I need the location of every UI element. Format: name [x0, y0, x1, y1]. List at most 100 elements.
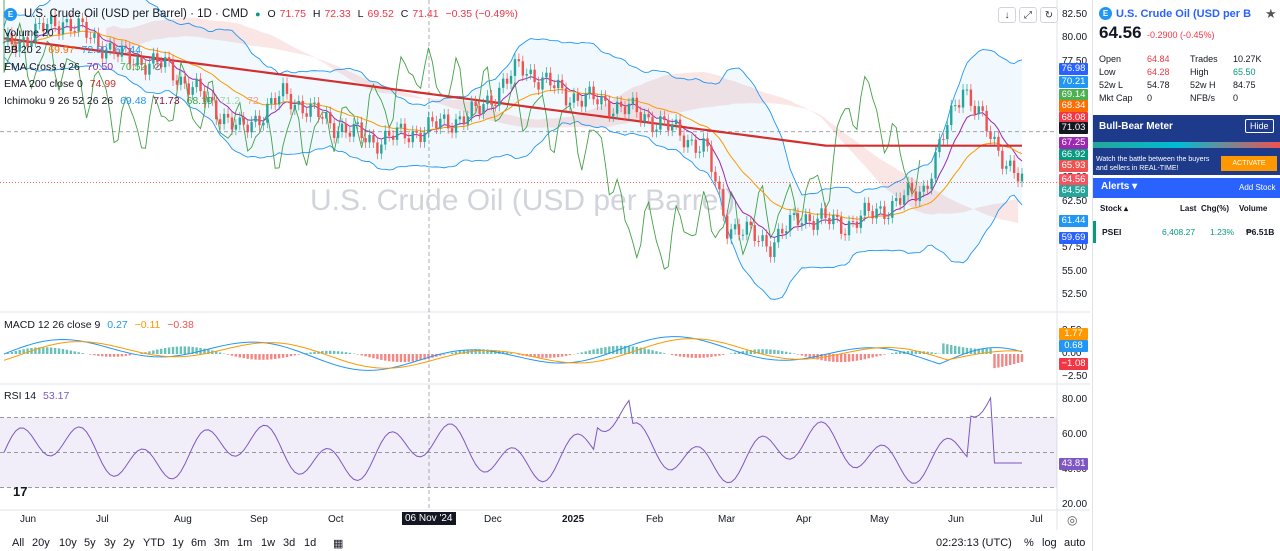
candle-body	[710, 146, 713, 172]
candle-body	[73, 31, 76, 33]
volume-legend[interactable]: Volume 20	[4, 27, 54, 39]
macd-histogram-bar	[596, 348, 599, 354]
macd-histogram-bar	[784, 351, 788, 354]
candle-body	[266, 103, 269, 123]
macd-histogram-bar	[482, 349, 485, 354]
timeframe-10y[interactable]: 10y	[59, 537, 77, 549]
settings-icon[interactable]: ⊘	[153, 61, 163, 73]
timeframe-1y[interactable]: 1y	[172, 537, 184, 549]
settings-gear-icon[interactable]: ◎	[1067, 513, 1078, 527]
timeframe-1m[interactable]: 1m	[237, 537, 253, 549]
col-volume[interactable]: Volume	[1239, 204, 1268, 213]
col-last[interactable]: Last	[1180, 204, 1197, 213]
candle-body	[211, 97, 214, 101]
price-chart[interactable]: U.S. Crude Oil (USD per Barrel)	[0, 0, 1090, 530]
rsi-axis-label: 60.00	[1062, 429, 1088, 440]
alerts-dropdown[interactable]: Alerts ▾	[1101, 181, 1138, 192]
macd-histogram-bar	[262, 354, 265, 360]
candle-body	[957, 105, 961, 108]
ichimoku-legend[interactable]: Ichimoku 9 26 52 26 26 69.48 71.73 68.19…	[4, 95, 259, 107]
timeframe-3m[interactable]: 3m	[214, 537, 230, 549]
hide-button[interactable]: Hide	[1245, 119, 1274, 133]
ema200-legend[interactable]: EMA 200 close 0 74.99	[4, 78, 116, 90]
bb-legend[interactable]: BB 20 2 69.97 72.50 67.44	[4, 44, 141, 56]
macd-histogram-bar	[69, 350, 73, 354]
candle-body	[112, 43, 116, 54]
macd-histogram-bar	[195, 347, 198, 354]
macd-histogram-bar	[281, 354, 285, 358]
scale-auto[interactable]: auto	[1064, 537, 1086, 549]
candle-body	[993, 136, 996, 139]
macd-histogram-bar	[808, 354, 811, 358]
timeframe-ytd[interactable]: YTD	[143, 537, 165, 549]
scale-log[interactable]: log	[1042, 537, 1057, 549]
col-chg[interactable]: Chg(%)	[1201, 204, 1229, 213]
date-range-calendar-icon[interactable]: ▦	[333, 538, 344, 550]
candle-body	[678, 119, 682, 136]
macd-histogram-bar	[332, 350, 336, 354]
candle-body	[568, 102, 572, 106]
timeframe-all[interactable]: All	[12, 537, 25, 549]
rsi-line	[3, 396, 1022, 484]
macd-histogram-bar	[564, 354, 568, 356]
price-tag: 68.34	[1059, 100, 1088, 112]
macd-histogram-bar	[855, 354, 859, 361]
macd-histogram-bar	[148, 351, 151, 354]
ema-cross-legend[interactable]: EMA Cross 9 26 70.50 70.52 ⊘	[4, 61, 163, 73]
chart-area[interactable]: U.S. Crude Oil (USD per Barrel) E U.S. C…	[0, 0, 1090, 530]
candle-body	[517, 59, 521, 62]
macd-histogram-bar	[647, 349, 650, 354]
timeframe-5y[interactable]: 5y	[84, 537, 96, 549]
candle-body	[439, 118, 442, 129]
macd-histogram-bar	[360, 354, 363, 356]
add-stock-button[interactable]: Add Stock	[1239, 183, 1276, 192]
scale-percent[interactable]: %	[1024, 537, 1034, 549]
candle-body	[686, 140, 690, 148]
download-icon[interactable]: ↓	[998, 7, 1016, 23]
refresh-icon[interactable]: ↻	[1040, 7, 1058, 23]
timeframe-1w[interactable]: 1w	[261, 537, 276, 549]
clock-time[interactable]: 02:23:13 (UTC)	[936, 537, 1012, 549]
macd-histogram-bar	[612, 346, 615, 354]
macd-histogram-bar	[659, 352, 662, 354]
candle-body	[340, 123, 344, 132]
timeframe-3d[interactable]: 3d	[283, 537, 296, 549]
macd-histogram-bar	[517, 354, 521, 355]
col-stock[interactable]: Stock ▴	[1100, 204, 1129, 213]
candle-body	[391, 135, 395, 140]
ichimoku-lagging-span	[3, 0, 921, 270]
timeframe-3y[interactable]: 3y	[104, 537, 116, 549]
macd-histogram-bar	[77, 352, 80, 354]
timeframe-20y[interactable]: 20y	[32, 537, 50, 549]
candle-body	[749, 221, 752, 226]
fullscreen-icon[interactable]: ⤢	[1019, 7, 1037, 23]
timeframe-6m[interactable]: 6m	[191, 537, 207, 549]
table-row[interactable]: PSEI 6,408.27 1.23% ₱6.51B	[1093, 221, 1280, 243]
rsi-legend[interactable]: RSI 14 53.17	[4, 390, 70, 402]
candle-body	[395, 127, 399, 140]
panel-title[interactable]: U.S. Crude Oil (USD per B	[1116, 7, 1252, 20]
candle-body	[446, 114, 450, 129]
macd-histogram-bar	[588, 350, 591, 354]
price-tag: 61.44	[1059, 215, 1088, 227]
stat-cell: 0	[1233, 93, 1239, 103]
macd-legend[interactable]: MACD 12 26 close 9 0.27 −0.11 −0.38	[4, 319, 194, 331]
candle-body	[922, 185, 925, 192]
chart-title[interactable]: U.S. Crude Oil (USD per Barrel) · 1D · C…	[23, 8, 249, 20]
macd-histogram-bar	[336, 351, 340, 354]
candle-body	[14, 44, 17, 52]
candle-body	[910, 182, 914, 192]
candle-body	[918, 191, 922, 202]
timeframe-2y[interactable]: 2y	[123, 537, 135, 549]
candle-body	[895, 198, 898, 201]
timeframe-1d[interactable]: 1d	[304, 537, 317, 549]
candle-body	[364, 138, 367, 143]
candle-body	[505, 78, 509, 84]
macd-histogram-bar	[670, 354, 674, 356]
candle-body	[765, 235, 768, 247]
macd-histogram-bar	[898, 351, 902, 354]
macd-histogram-bar	[788, 352, 792, 354]
activate-button[interactable]: ACTIVATE	[1221, 156, 1277, 171]
star-icon[interactable]: ★	[1265, 6, 1277, 21]
time-axis-label: Dec	[484, 514, 502, 525]
